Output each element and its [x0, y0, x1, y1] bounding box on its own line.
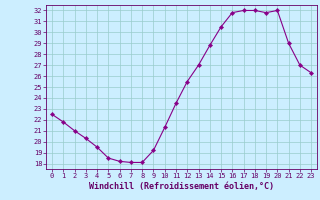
X-axis label: Windchill (Refroidissement éolien,°C): Windchill (Refroidissement éolien,°C) — [89, 182, 274, 191]
